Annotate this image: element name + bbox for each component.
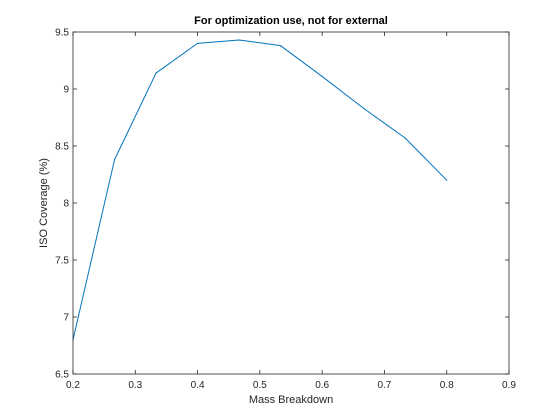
x-tick-label: 0.4 bbox=[191, 380, 205, 391]
y-tick-label: 7.5 bbox=[55, 256, 69, 267]
x-tick-label: 0.2 bbox=[66, 380, 80, 391]
series-group bbox=[72, 39, 448, 341]
y-tick-label: 6.5 bbox=[55, 370, 69, 381]
data-point bbox=[446, 179, 448, 181]
y-tick-label: 9 bbox=[63, 85, 69, 96]
chart-title: For optimization use, not for external bbox=[194, 15, 388, 27]
y-tick-label: 9.5 bbox=[55, 28, 69, 39]
x-tick-label: 0.8 bbox=[440, 380, 454, 391]
data-point bbox=[363, 107, 365, 109]
plot-area bbox=[73, 32, 509, 374]
data-point bbox=[155, 72, 157, 74]
x-tick-label: 0.9 bbox=[502, 380, 516, 391]
x-tick-label: 0.5 bbox=[253, 380, 267, 391]
data-point bbox=[113, 159, 116, 161]
x-tick-label: 0.3 bbox=[128, 380, 142, 391]
y-tick-label: 7 bbox=[63, 313, 69, 324]
axes-box bbox=[72, 31, 510, 375]
y-axis-ticks: 6.5 7 7.5 8 8.5 9 9.5 bbox=[55, 28, 509, 381]
y-tick-label: 8.5 bbox=[55, 142, 69, 153]
data-point bbox=[321, 75, 323, 78]
data-point bbox=[196, 42, 199, 45]
x-axis-ticks: 0.2 0.3 0.4 0.5 0.6 0.7 0.8 0.9 bbox=[66, 32, 516, 391]
series-line bbox=[72, 39, 448, 340]
y-axis-label: ISO Coverage (%) bbox=[38, 158, 50, 248]
data-point bbox=[238, 39, 240, 41]
data-point bbox=[279, 45, 282, 47]
y-tick-label: 8 bbox=[63, 199, 69, 210]
x-axis-label: Mass Breakdown bbox=[249, 394, 333, 406]
x-tick-label: 0.7 bbox=[377, 380, 391, 391]
data-point bbox=[404, 137, 406, 139]
x-tick-label: 0.6 bbox=[315, 380, 329, 391]
